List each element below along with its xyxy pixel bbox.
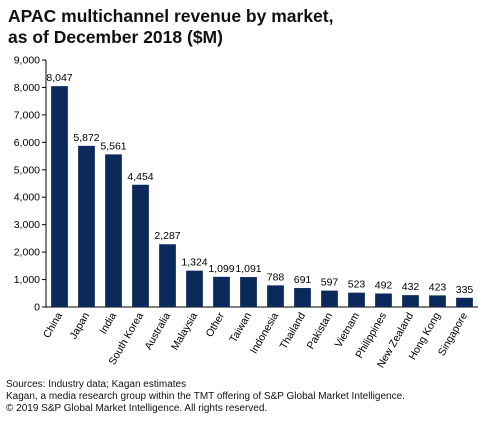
value-label: 1,099 xyxy=(208,263,234,275)
bar xyxy=(105,154,122,307)
y-tick-label: 2,000 xyxy=(14,247,40,259)
value-label: 5,872 xyxy=(73,132,99,144)
footer-copyright: © 2019 S&P Global Market Intelligence. A… xyxy=(6,403,268,414)
y-tick-label: 7,000 xyxy=(14,109,40,121)
value-label: 423 xyxy=(429,281,447,293)
bar xyxy=(51,86,68,307)
value-label: 492 xyxy=(375,279,393,291)
bar xyxy=(429,295,446,307)
value-label: 788 xyxy=(267,271,285,283)
value-label: 432 xyxy=(402,281,420,293)
bar xyxy=(321,290,338,307)
value-label: 8,047 xyxy=(46,72,72,84)
value-label: 691 xyxy=(294,274,312,286)
bar-chart: 0 1,000 2,000 3,000 4,000 5,000 6,000 7,000 8,00… xyxy=(14,55,478,370)
value-label: 1,324 xyxy=(181,257,207,269)
y-tick-label: 6,000 xyxy=(14,137,40,149)
y-tick-label: 3,000 xyxy=(14,219,40,231)
x-tick-label: Vietnam xyxy=(333,310,363,349)
y-tick-label: 5,000 xyxy=(14,164,40,176)
value-label: 4,454 xyxy=(127,171,153,183)
x-tick-label: Malaysia xyxy=(169,310,200,352)
footer-sources: Sources: Industry data; Kagan estimates xyxy=(6,379,187,390)
bar xyxy=(348,292,365,307)
bars xyxy=(51,86,473,307)
value-label: 5,561 xyxy=(100,140,126,152)
x-tick-label: Taiwan xyxy=(227,310,254,344)
bar xyxy=(132,184,149,307)
bar xyxy=(213,276,230,307)
x-tick-label: Japan xyxy=(67,310,92,341)
bar xyxy=(375,293,392,307)
bar xyxy=(267,285,284,307)
y-tick-label: 9,000 xyxy=(14,55,40,67)
chart-title-line-1: APAC multichannel revenue by market, xyxy=(8,6,334,26)
chart-title-line-2: as of December 2018 ($M) xyxy=(8,27,223,47)
bar xyxy=(402,295,419,307)
x-tick-label: China xyxy=(41,310,65,340)
bar xyxy=(186,270,203,307)
y-tick-label: 4,000 xyxy=(14,192,40,204)
y-tick-label: 0 xyxy=(34,302,40,314)
value-label: 2,287 xyxy=(154,230,180,242)
value-label: 1,091 xyxy=(235,263,261,275)
bar xyxy=(159,244,176,307)
bar xyxy=(456,297,473,307)
bar xyxy=(294,288,311,307)
y-tick-label: 1,000 xyxy=(14,274,40,286)
x-tick-label: India xyxy=(97,310,119,336)
chart-footer: Sources: Industry data; Kagan estimates … xyxy=(6,379,405,415)
value-label: 523 xyxy=(348,279,366,291)
y-tick-label: 8,000 xyxy=(14,82,40,94)
x-tick-label: Other xyxy=(204,310,228,339)
chart-title: APAC multichannel revenue by market, as … xyxy=(8,6,478,48)
footer-kagan: Kagan, a media research group within the… xyxy=(6,391,405,402)
value-label: 597 xyxy=(321,277,339,289)
bar xyxy=(240,277,257,307)
bar xyxy=(78,145,95,307)
value-label: 335 xyxy=(456,284,474,296)
x-tick-label: Pakistan xyxy=(305,310,336,351)
